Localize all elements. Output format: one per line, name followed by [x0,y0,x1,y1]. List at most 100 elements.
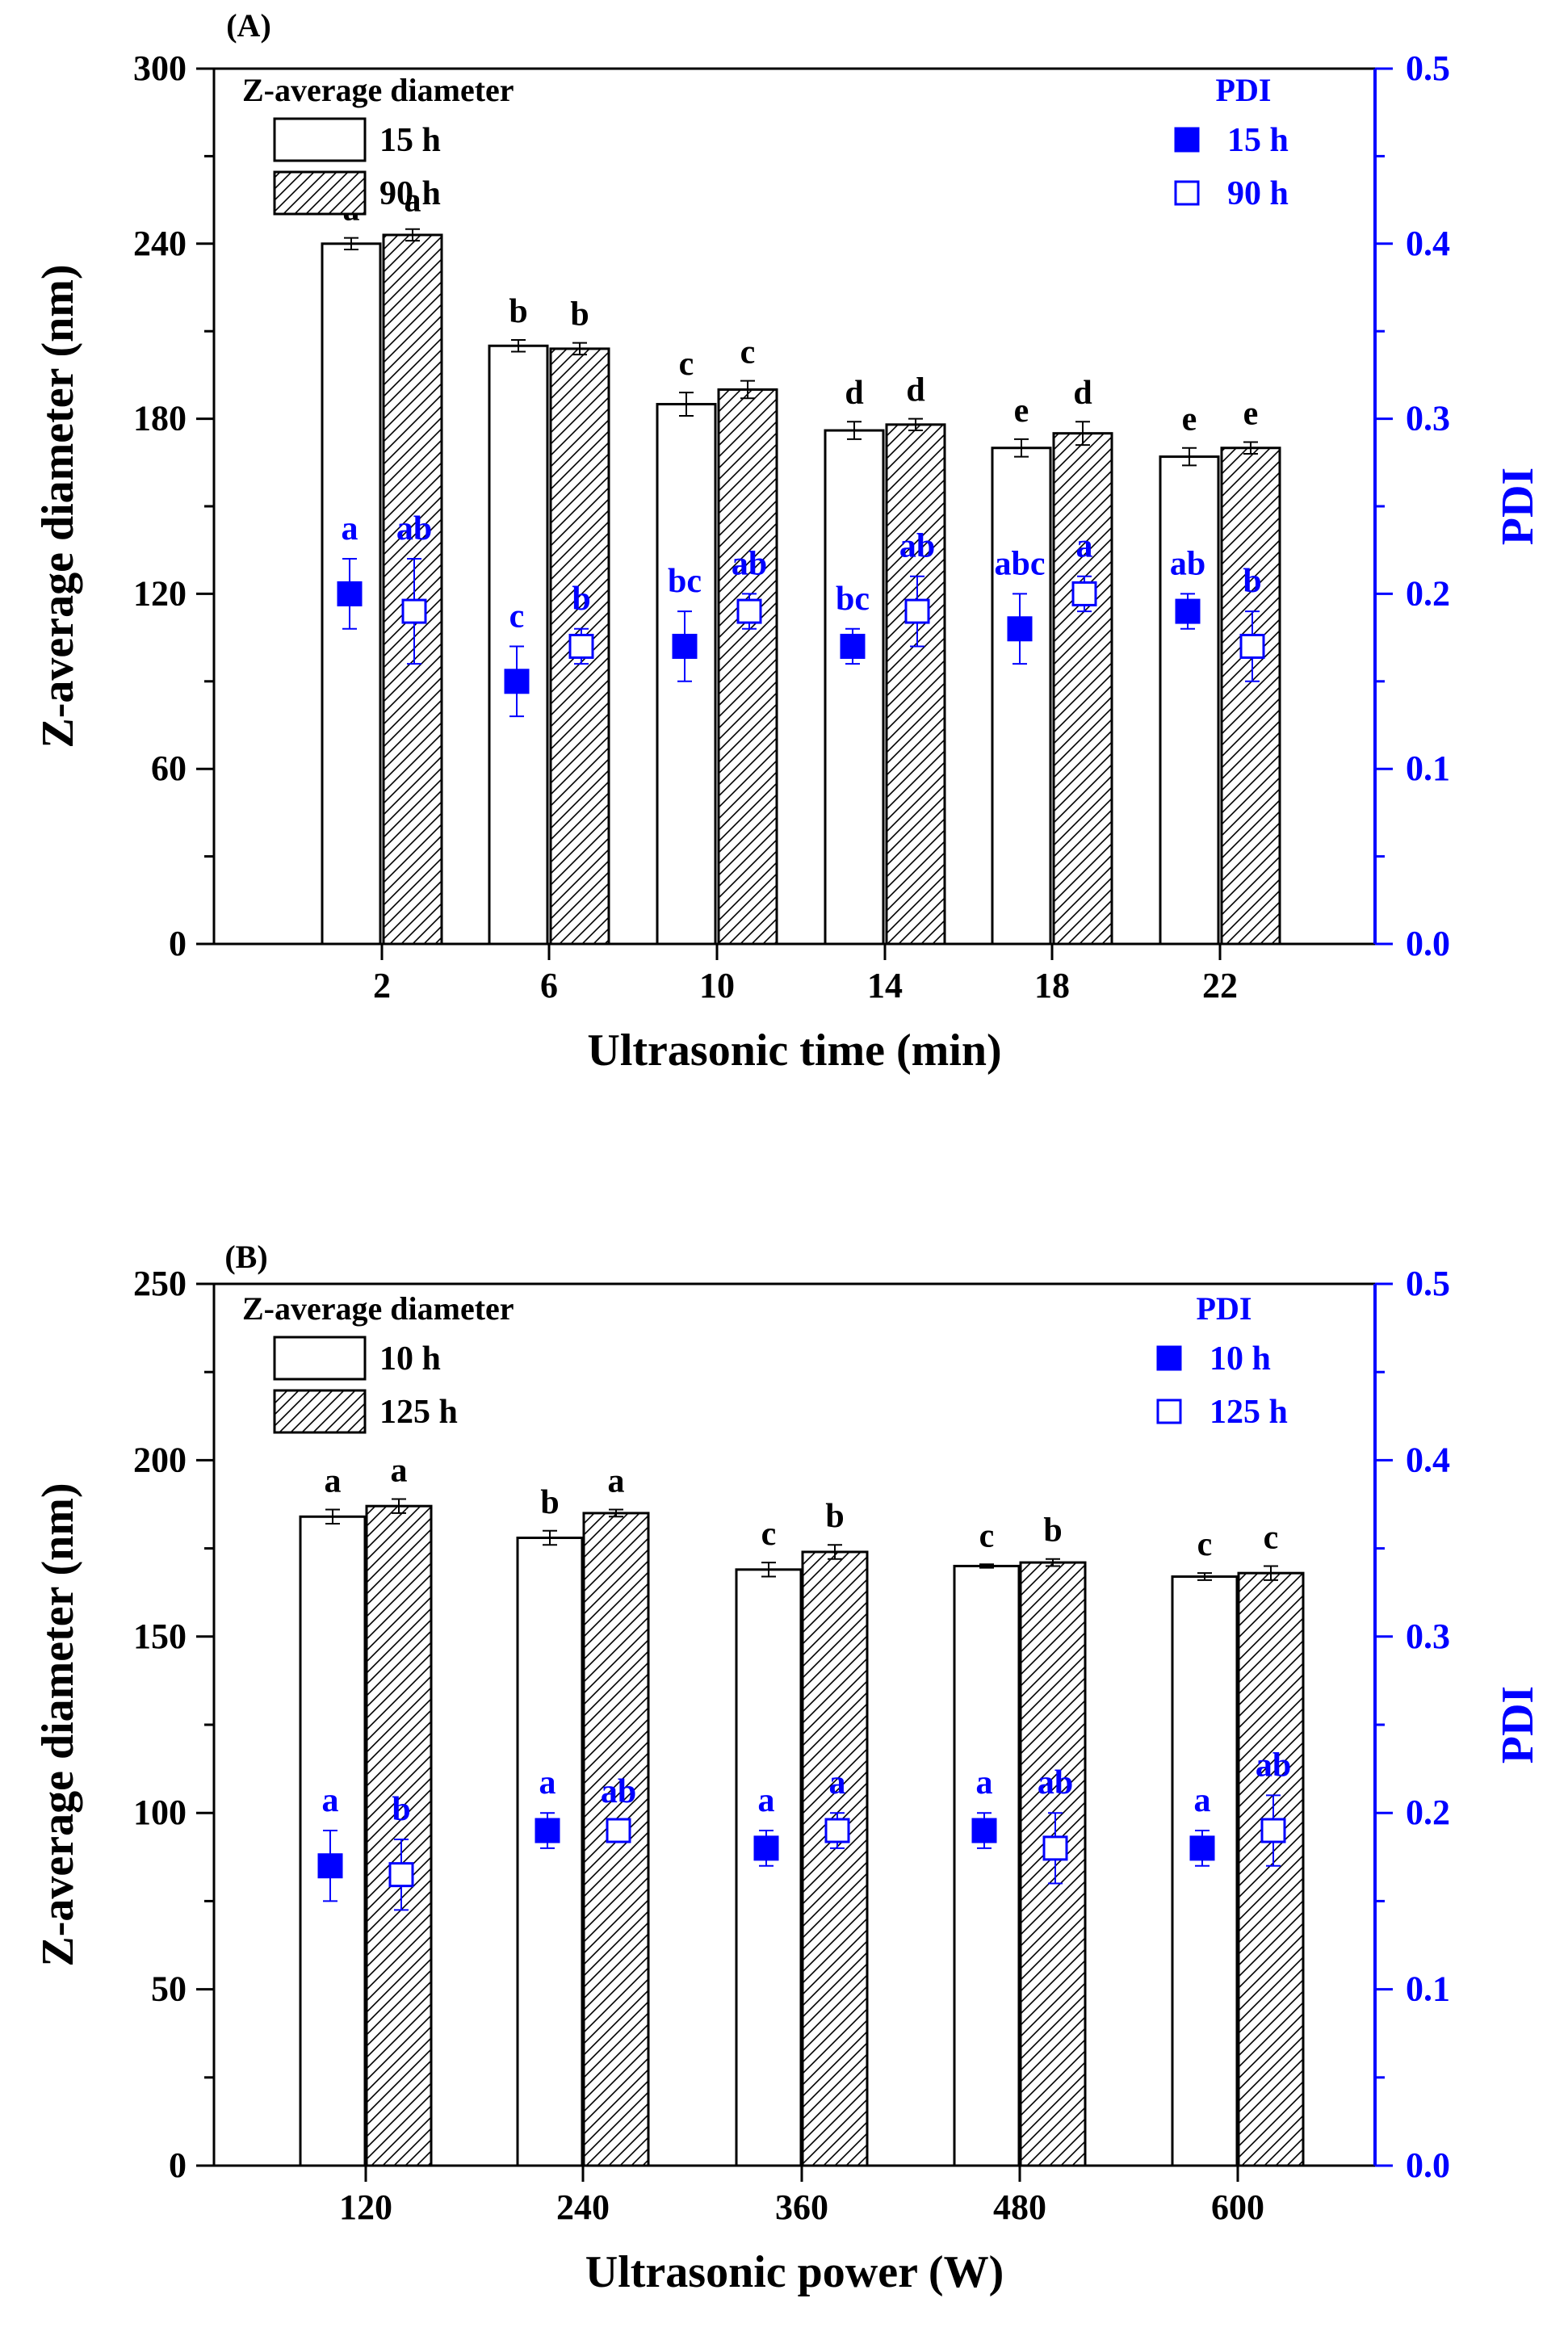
pdi-significance-letter: bc [668,563,702,600]
y-tick-label: 0 [169,924,187,963]
pdi-significance-letter: a [539,1764,556,1801]
y2-tick-label: 0.4 [1406,224,1450,263]
chart-panel-b: (B) 0 50 100 150 200 250 0.0 0.1 0.2 0.3 0.4 0.5 120 2… [33,1239,1543,2297]
bar-open [824,429,885,946]
y-tick-label: 200 [133,1440,187,1479]
pdi-marker-open [606,1818,631,1843]
x-tick-label: 18 [1034,966,1070,1005]
y-axis-title: Z-average diameter (nm) [33,264,83,748]
bar-significance-letter: b [570,296,589,333]
y-tick-label: 100 [133,1793,187,1832]
bar-significance-letter: c [740,334,756,371]
pdi-significance-letter: c [509,598,525,635]
y-tick-label: 50 [151,1969,187,2009]
y2-tick-label: 0.1 [1406,749,1450,788]
bar-open [488,344,549,946]
pdi-significance-letter: a [1194,1782,1211,1819]
bar-significance-letter: b [509,293,527,330]
pdi-significance-letter: a [322,1782,339,1819]
bar-significance-letter: b [825,1498,844,1535]
bar-open [735,1568,803,2167]
bar-significance-letter: a [405,182,421,220]
bar-hatched [549,347,610,946]
x-tick-label: 22 [1202,966,1238,1005]
bar-hatched [801,1550,869,2167]
bar-significance-letter: a [325,1463,342,1500]
y2-axis-title: PDI [1493,1686,1543,1764]
pdi-marker-filled [1007,616,1033,642]
x-tick-label: 10 [699,966,735,1005]
bar-significance-letter: c [679,346,694,383]
panel-label: (A) [226,7,271,44]
y-tick-label: 120 [133,573,187,613]
bar-significance-letter: d [845,375,863,412]
pdi-significance-letter: ab [1170,545,1205,582]
x-tick-label: 2 [373,966,391,1005]
x-axis-title: Ultrasonic power (W) [585,2247,1004,2297]
bar-hatched [717,388,778,946]
pdi-significance-letter: ab [1256,1747,1291,1784]
bar-hatched [365,1504,433,2167]
y-tick-label: 240 [133,224,187,263]
bar-significance-letter: b [540,1484,559,1521]
pdi-marker-filled [1189,1835,1215,1861]
y2-tick-label: 0.0 [1406,2145,1450,2185]
pdi-significance-letter: ab [899,528,935,565]
y-tick-label: 60 [151,749,187,788]
legend-swatch-filled-square [1156,1345,1182,1371]
pdi-marker-filled [672,633,698,659]
bar-open [656,403,717,946]
bar-hatched [1220,447,1281,946]
pdi-significance-letter: ab [601,1773,636,1810]
pdi-significance-letter: b [392,1791,410,1828]
bar-hatched [885,423,946,946]
x-axis-title: Ultrasonic time (min) [587,1025,1001,1076]
bar-significance-letter: d [1073,375,1092,412]
y2-tick-label: 0.2 [1406,573,1450,613]
pdi-marker-open [1260,1818,1286,1843]
x-tick-label: 480 [993,2187,1046,2227]
bar-significance-letter: e [1014,392,1029,430]
legend-swatch-bar [273,170,367,216]
pdi-marker-filled [337,581,363,606]
pdi-marker-open [388,1862,414,1888]
pdi-marker-open [904,598,930,624]
pdi-significance-letter: abc [995,545,1046,582]
legend-label-bar: 90 h [379,175,441,212]
y2-tick-label: 0.3 [1406,399,1450,438]
pdi-marker-filled [1175,598,1201,624]
bar-hatched [1052,432,1113,946]
legend-label-bar: 10 h [379,1340,441,1378]
legend-left-title: Z-average diameter [242,72,514,108]
pdi-marker-filled [317,1853,343,1879]
pdi-marker-filled [840,633,866,659]
y2-tick-label: 0.0 [1406,924,1450,963]
pdi-marker-open [401,598,427,624]
legend-label-bar: 15 h [379,122,441,159]
legend-swatch-bar [273,1389,367,1434]
y-tick-label: 250 [133,1264,187,1303]
legend-label-pdi: 15 h [1227,122,1289,159]
pdi-marker-open [1239,633,1265,659]
pdi-significance-letter: a [1076,528,1093,565]
pdi-significance-letter: ab [1038,1764,1073,1801]
bar-significance-letter: d [906,372,924,409]
bar-significance-letter: c [761,1516,777,1553]
pdi-marker-filled [971,1818,997,1843]
pdi-marker-filled [535,1818,560,1843]
bar-significance-letter: b [1043,1512,1062,1550]
y-tick-label: 180 [133,399,187,438]
y2-tick-label: 0.2 [1406,1793,1450,1832]
x-tick-label: 240 [556,2187,610,2227]
pdi-significance-letter: a [758,1782,775,1819]
legend-swatch-bar [273,117,367,162]
pdi-significance-letter: a [976,1764,993,1801]
bar-open [1171,1575,1239,2167]
y2-tick-label: 0.5 [1406,48,1450,88]
x-tick-label: 360 [775,2187,828,2227]
bar-open [299,1515,367,2167]
legend-label-pdi: 90 h [1227,175,1289,212]
legend-swatch-filled-square [1174,127,1200,153]
x-tick-label: 600 [1211,2187,1264,2227]
